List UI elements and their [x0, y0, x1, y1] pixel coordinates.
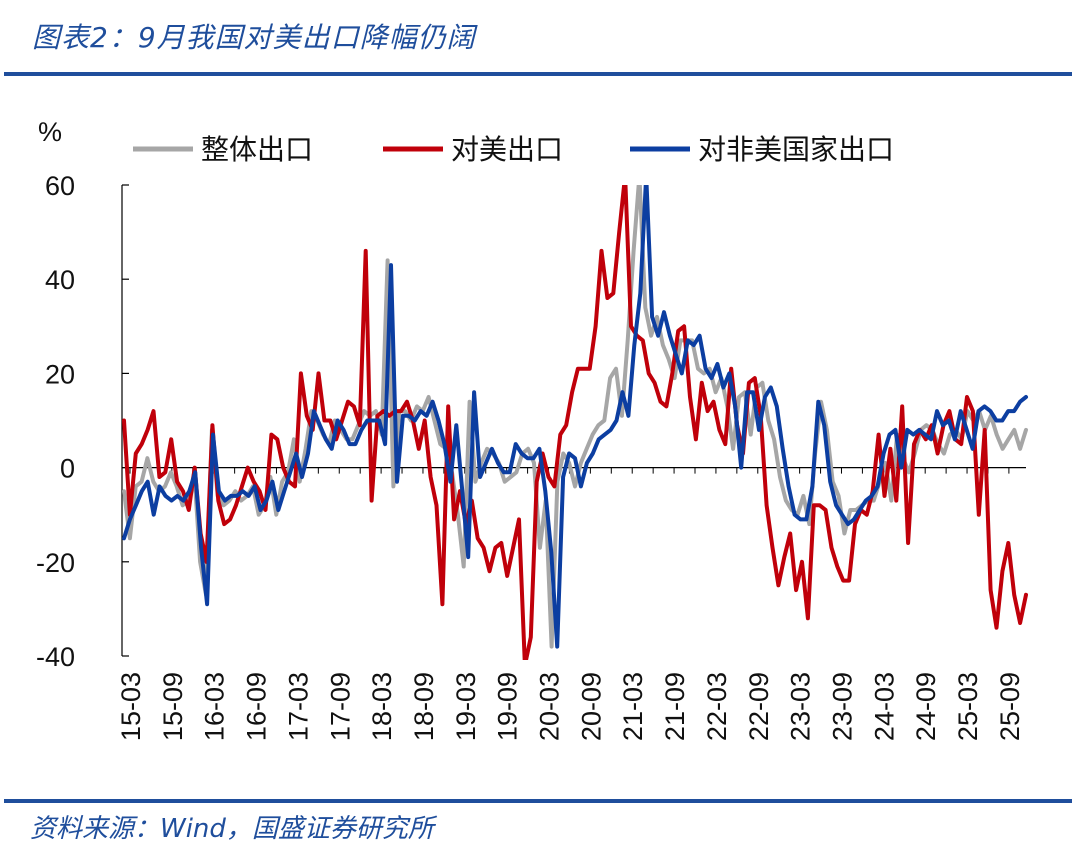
- bottom-divider: [4, 799, 1072, 803]
- x-tick-label: 19-09: [493, 672, 523, 741]
- y-tick-label: -20: [36, 548, 75, 578]
- y-tick-label: 0: [60, 454, 75, 484]
- legend-label: 对美出口: [451, 133, 563, 166]
- x-tick-label: 19-03: [451, 672, 481, 741]
- source-note: 资料来源：Wind，国盛证券研究所: [30, 814, 434, 844]
- series-line-non-us-exports: [122, 185, 1028, 649]
- x-tick-label: 18-03: [367, 672, 397, 741]
- x-tick-label: 22-03: [702, 672, 732, 741]
- y-tick-label: 40: [45, 265, 75, 295]
- x-tick-label: 22-09: [744, 672, 774, 741]
- legend: 整体出口 对美出口 对非美国家出口: [133, 133, 894, 166]
- chart-title: 图表2：9月我国对美出口降幅仍阔: [32, 21, 476, 54]
- x-tick-label: 21-09: [660, 672, 690, 741]
- y-tick-label: 20: [45, 359, 75, 389]
- x-tick-label: 20-09: [576, 672, 606, 741]
- y-tick-label: -40: [36, 642, 75, 672]
- legend-label: 整体出口: [201, 133, 313, 166]
- legend-label: 对非美国家出口: [698, 133, 894, 166]
- x-tick-label: 17-09: [325, 672, 355, 741]
- series-line-overall-exports: [122, 185, 1028, 649]
- y-unit-label: %: [38, 117, 62, 147]
- x-tick-label: 18-09: [409, 672, 439, 741]
- y-tick-label: 60: [45, 171, 75, 201]
- x-tick-label: 15-09: [158, 672, 188, 741]
- x-tick-label: 21-03: [618, 672, 648, 741]
- x-tick-label: 20-03: [535, 672, 565, 741]
- x-tick-label: 23-03: [786, 672, 816, 741]
- x-tick-label: 16-03: [200, 672, 230, 741]
- x-tick-label: 23-09: [827, 672, 857, 741]
- series-layer: [122, 185, 1028, 660]
- x-tick-label: 25-03: [953, 672, 983, 741]
- x-axis: 15-03 15-09 16-03 16-09 17-03 17-09 18-03 18-09…: [116, 467, 1026, 741]
- top-divider: [4, 72, 1072, 76]
- x-tick-label: 17-03: [283, 672, 313, 741]
- y-axis: -40 -20 0 20 40 60%: [36, 117, 129, 672]
- x-tick-label: 25-09: [995, 672, 1025, 741]
- x-tick-label: 24-03: [869, 672, 899, 741]
- x-tick-label: 24-09: [911, 672, 941, 741]
- series-line-us-exports: [122, 185, 1028, 660]
- x-tick-label: 16-09: [242, 672, 272, 741]
- x-tick-label: 15-03: [116, 672, 146, 741]
